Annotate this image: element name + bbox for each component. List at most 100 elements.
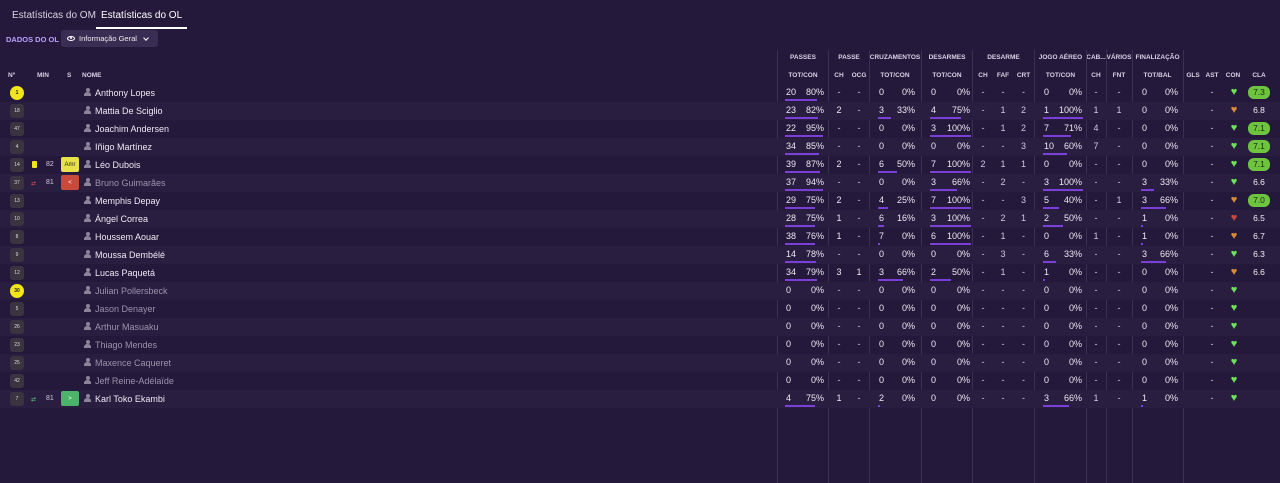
player-name[interactable]: Memphis Depay xyxy=(95,196,161,206)
faf: 2 xyxy=(1000,177,1006,187)
col-s[interactable]: S xyxy=(67,72,72,79)
table-row[interactable]: 4 Iñigo Martínez 34 85% - - 0 0% 0 0% - - 3 10 60% 7 - 0 0… xyxy=(0,138,1280,156)
player-name[interactable]: Thiago Mendes xyxy=(95,340,158,350)
group-finalizacao[interactable]: FINALIZAÇÃO xyxy=(1135,54,1180,61)
col-tackle-ch[interactable]: CH xyxy=(978,72,988,79)
player-name[interactable]: Moussa Dembélé xyxy=(95,250,166,260)
col-faf[interactable]: FAF xyxy=(996,72,1010,79)
pass-key-ch: 1 xyxy=(836,231,842,241)
tackle-ch: - xyxy=(981,303,985,313)
col-con[interactable]: CON xyxy=(1225,72,1241,79)
table-row[interactable]: 12 Lucas Paquetá 34 79% 3 1 3 66% 2 50% - 1 - 1 0% - - 0 0… xyxy=(0,264,1280,282)
table-row[interactable]: 10 Ángel Correa 28 75% 1 - 6 16% 3 100% - 2 1 2 50% - - 1… xyxy=(0,210,1280,228)
col-tackle-totcon[interactable]: TOT/CON xyxy=(932,72,962,79)
table-row[interactable]: 37 ⇄ 81 < Bruno Guimarães 37 94% - -0 0% 3 66% -2-3 1… xyxy=(0,174,1280,192)
col-cross-totcon[interactable]: TOT/CON xyxy=(880,72,910,79)
table-row[interactable]: 13 Memphis Depay 29 75% 2-4 25% 7 100% - -3 5 40% -1… xyxy=(0,192,1280,210)
passes-total: 28 xyxy=(786,213,797,223)
col-name[interactable]: NOME xyxy=(82,72,102,79)
col-fnt[interactable]: FNT xyxy=(1112,72,1126,79)
player-name[interactable]: Joachim Andersen xyxy=(95,124,170,134)
player-name[interactable]: Léo Dubois xyxy=(95,160,141,170)
fnt: - xyxy=(1117,393,1121,403)
table-row[interactable]: 25 Maxence Caqueret 0 0% - - 0 0% 0 0% - - - 0 0% - - 0 0%… xyxy=(0,354,1280,372)
player-name[interactable]: Bruno Guimarães xyxy=(95,178,166,188)
passes-bar xyxy=(785,279,817,281)
col-min[interactable]: MIN xyxy=(37,72,49,79)
tackles-bar xyxy=(930,225,971,227)
table-row[interactable]: 1 Anthony Lopes 20 80% - - 0 0% 0 0% - - - 0 0% - - 0 0% - ♥… xyxy=(0,84,1280,102)
group-desarme[interactable]: DESARME xyxy=(987,54,1020,61)
fnt: - xyxy=(1117,141,1121,151)
table-row[interactable]: 14 82 Amr Léo Dubois 39 87% 2-6 50% 7 100% 2 1 1 0 0% -… xyxy=(0,156,1280,174)
tab-om-stats[interactable]: Estatísticas do OM xyxy=(12,10,96,21)
pass-ocg: - xyxy=(857,375,861,385)
col-pass-ch[interactable]: CH xyxy=(834,72,844,79)
player-name[interactable]: Jason Denayer xyxy=(95,304,156,314)
group-cruzamentos[interactable]: CRUZAMENTOS xyxy=(869,54,921,61)
table-row[interactable]: 30 Julian Pollersbeck 0 0% - - 0 0% 0 0% - - - 0 0% - - 0… xyxy=(0,282,1280,300)
role-badge[interactable]: Amr xyxy=(61,157,79,172)
divider xyxy=(828,50,829,483)
group-desarmes[interactable]: DESARMES xyxy=(928,54,966,61)
table-row[interactable]: 7 ⇄ 81 > Karl Toko Ekambi 4 75% 1 - 2 0% 0 0% - - - 3 66%… xyxy=(0,390,1280,408)
shirt-number-icon: 13 xyxy=(10,194,24,208)
sub-out-badge[interactable]: < xyxy=(61,175,79,190)
passes-bar xyxy=(785,261,817,263)
group-passes[interactable]: PASSES xyxy=(790,54,816,61)
player-name[interactable]: Jeff Reine-Adélaïde xyxy=(95,376,174,386)
col-cla[interactable]: CLA xyxy=(1252,72,1266,79)
player-name[interactable]: Iñigo Martínez xyxy=(95,142,153,152)
col-ocg[interactable]: OCG xyxy=(851,72,867,79)
player-name[interactable]: Julian Pollersbeck xyxy=(95,286,168,296)
table-row[interactable]: 23 Thiago Mendes 0 0% - - 0 0% 0 0% - - - 0 0% - - 0 0% - ♥ xyxy=(0,336,1280,354)
player-avatar-icon xyxy=(84,232,91,240)
col-number[interactable]: Nº xyxy=(8,72,16,79)
shots-bar xyxy=(1141,261,1167,263)
col-air-totcon[interactable]: TOT/CON xyxy=(1045,72,1076,79)
pass-key-ch: - xyxy=(837,177,841,187)
table-row[interactable]: 26 Arthur Masuaku 0 0% - - 0 0% 0 0% - - - 0 0% - - 0 0% - ♥ xyxy=(0,318,1280,336)
fnt: - xyxy=(1117,267,1121,277)
crosses-percent: 0% xyxy=(901,123,915,133)
group-cab[interactable]: CAB... xyxy=(1086,54,1106,61)
group-varios[interactable]: VÁRIOS xyxy=(1106,54,1132,61)
sub-in-badge[interactable]: > xyxy=(61,391,79,406)
player-name[interactable]: Ángel Correa xyxy=(95,214,149,224)
shots-total: 0 xyxy=(1142,267,1148,277)
player-name[interactable]: Karl Toko Ekambi xyxy=(95,394,165,404)
table-row[interactable]: 42 Jeff Reine-Adélaïde 0 0% - - 0 0% 0 0% - - - 0 0% - -… xyxy=(0,372,1280,390)
col-head-ch[interactable]: CH xyxy=(1091,72,1101,79)
col-gls[interactable]: GLS xyxy=(1186,72,1200,79)
aerial-total: 3 xyxy=(1044,177,1050,187)
player-avatar-icon xyxy=(84,214,91,222)
table-row[interactable]: 9 Moussa Dembélé 14 78% - - 0 0% 0 0% - 3 - 6 33% - - 3 66… xyxy=(0,246,1280,264)
col-crt[interactable]: CRT xyxy=(1016,72,1031,79)
player-name[interactable]: Anthony Lopes xyxy=(95,88,156,98)
table-row[interactable]: 8 Houssem Aouar 38 76% 1 - 7 0% 6 100% - 1 - 0 0% 1 - 1 0%… xyxy=(0,228,1280,246)
shots-total: 0 xyxy=(1142,159,1148,169)
col-ast[interactable]: AST xyxy=(1205,72,1219,79)
crosses-percent: 0% xyxy=(901,231,915,241)
player-name[interactable]: Maxence Caqueret xyxy=(95,358,172,368)
table-row[interactable]: 18 Mattia De Sciglio 23 82% 2-3 33% 4 75% -1 2 1 10… xyxy=(0,102,1280,120)
group-jogo-aereo[interactable]: JOGO AÉREO xyxy=(1038,54,1083,61)
player-name[interactable]: Mattia De Sciglio xyxy=(95,106,163,116)
col-totbal[interactable]: TOT/BAL xyxy=(1143,72,1172,79)
tackles-percent: 0% xyxy=(956,141,970,151)
table-row[interactable]: 47 Joachim Andersen 22 95% - - 0 0% 3 100% - 1 2 7 71%… xyxy=(0,120,1280,138)
crt: - xyxy=(1022,87,1025,97)
divider xyxy=(972,50,973,483)
passes-percent: 76% xyxy=(805,231,824,241)
passes-total: 0 xyxy=(786,339,792,349)
player-name[interactable]: Houssem Aouar xyxy=(95,232,160,242)
tackles-percent: 0% xyxy=(956,249,970,259)
player-name[interactable]: Lucas Paquetá xyxy=(95,268,156,278)
table-row[interactable]: 5 Jason Denayer 0 0% - - 0 0% 0 0% - - - 0 0% - - 0 0% - ♥ xyxy=(0,300,1280,318)
tab-ol-stats[interactable]: Estatísticas do OL xyxy=(96,10,188,29)
crosses-total: 3 xyxy=(879,105,885,115)
col-pass-totcon[interactable]: TOT/CON xyxy=(788,72,818,79)
group-passe[interactable]: PASSE xyxy=(838,54,860,61)
view-dropdown[interactable]: Informação Geral xyxy=(61,30,158,47)
player-name[interactable]: Arthur Masuaku xyxy=(95,322,159,332)
